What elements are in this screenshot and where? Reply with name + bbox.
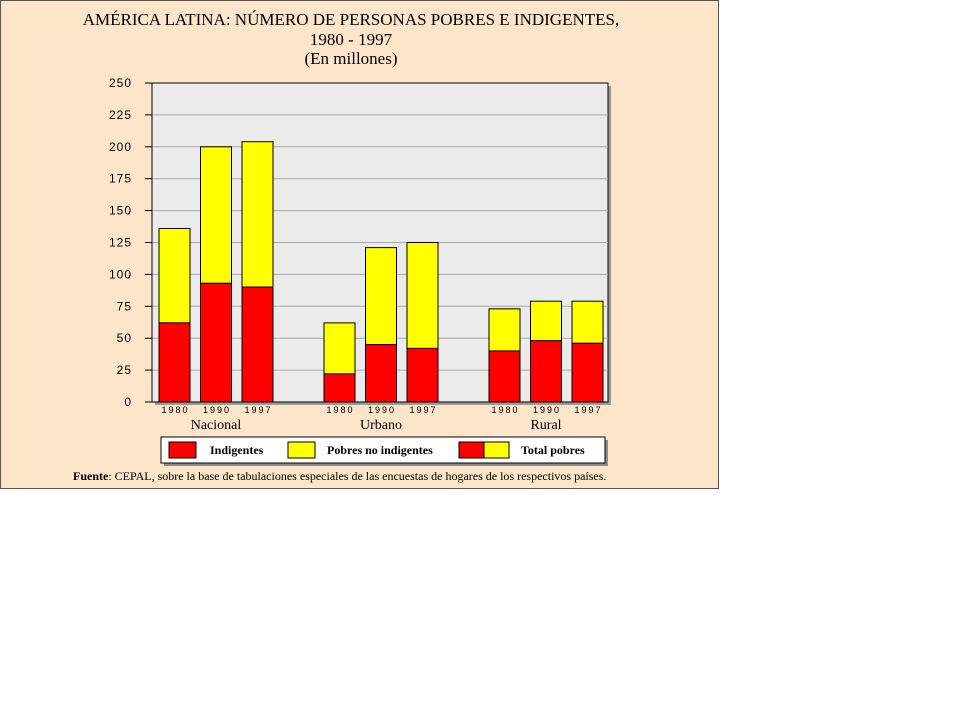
bar-pobres-no-indigentes — [365, 247, 397, 346]
legend-label-indigentes: Indigentes — [210, 443, 264, 457]
bar-pobres-no-indigentes — [241, 141, 274, 288]
x-tick-label: 1990 — [203, 405, 231, 415]
legend-swatch-total-pobres-yellow — [483, 441, 510, 459]
bar-pobres-no-indigentes — [488, 308, 521, 352]
source-note: Fuente: CEPAL, sobre la base de tabulaci… — [73, 469, 606, 484]
bar-indigentes — [488, 350, 521, 403]
stacked-bar-chart: 0 25 50 75 100 125 150 175 200 225 250 1980 1990 1997… — [109, 76, 611, 466]
legend-label-pobres-no-indigentes: Pobres no indigentes — [327, 443, 433, 457]
bar-indigentes — [571, 342, 604, 403]
y-tick-label: 250 — [109, 76, 132, 90]
source-text: : CEPAL, sobre la base de tabulaciones e… — [108, 469, 607, 483]
y-tick-label: 100 — [109, 267, 132, 281]
bar-pobres-no-indigentes — [571, 300, 604, 344]
x-tick-label: 1980 — [491, 405, 519, 415]
x-tick-label: 1980 — [326, 405, 354, 415]
bar-pobres-no-indigentes — [406, 242, 439, 349]
bar-pobres-no-indigentes — [158, 227, 191, 324]
bar-pobres-no-indigentes — [200, 146, 232, 284]
y-tick-label: 0 — [124, 395, 132, 409]
y-tick-label: 200 — [109, 140, 132, 154]
legend-swatch-indigentes — [168, 441, 197, 459]
x-tick-label: 1990 — [368, 405, 396, 415]
chart-title-line-2: 1980 - 1997 — [309, 30, 393, 49]
y-tick-label: 75 — [117, 299, 132, 313]
bar-indigentes — [158, 322, 191, 403]
chart-title-line-3: (En millones) — [304, 49, 398, 68]
bar-indigentes — [365, 344, 397, 403]
bar-indigentes — [530, 340, 562, 403]
legend-label-total-pobres: Total pobres — [521, 443, 585, 457]
legend-swatch-pobres-no-indigentes — [287, 441, 316, 459]
source-label: Fuente — [73, 469, 109, 483]
bar-pobres-no-indigentes — [530, 300, 562, 342]
group-label: Rural — [530, 418, 561, 433]
bar-indigentes — [241, 286, 274, 403]
y-tick-label: 25 — [117, 363, 132, 377]
x-tick-label: 1997 — [409, 405, 437, 415]
y-tick-label: 125 — [109, 236, 132, 250]
x-tick-label: 1997 — [244, 405, 272, 415]
bar-pobres-no-indigentes — [323, 322, 356, 375]
chart-panel: AMÉRICA LATINA: NÚMERO DE PERSONAS POBRE… — [0, 0, 719, 489]
y-tick-label: 225 — [109, 108, 132, 122]
group-label: Urbano — [360, 418, 402, 433]
y-tick-label: 175 — [109, 172, 132, 186]
legend-box — [160, 436, 606, 464]
y-tick-label: 150 — [109, 204, 132, 218]
group-label: Nacional — [191, 418, 242, 433]
chart-title-line-1: AMÉRICA LATINA: NÚMERO DE PERSONAS POBRE… — [82, 10, 620, 29]
legend-swatch-total-pobres-red — [458, 441, 485, 459]
bar-indigentes — [200, 282, 232, 403]
x-tick-label: 1990 — [533, 405, 561, 415]
bar-indigentes — [323, 373, 356, 403]
y-tick-label: 50 — [117, 331, 132, 345]
bar-indigentes — [406, 347, 439, 403]
x-tick-label: 1980 — [161, 405, 189, 415]
x-tick-label: 1997 — [574, 405, 602, 415]
